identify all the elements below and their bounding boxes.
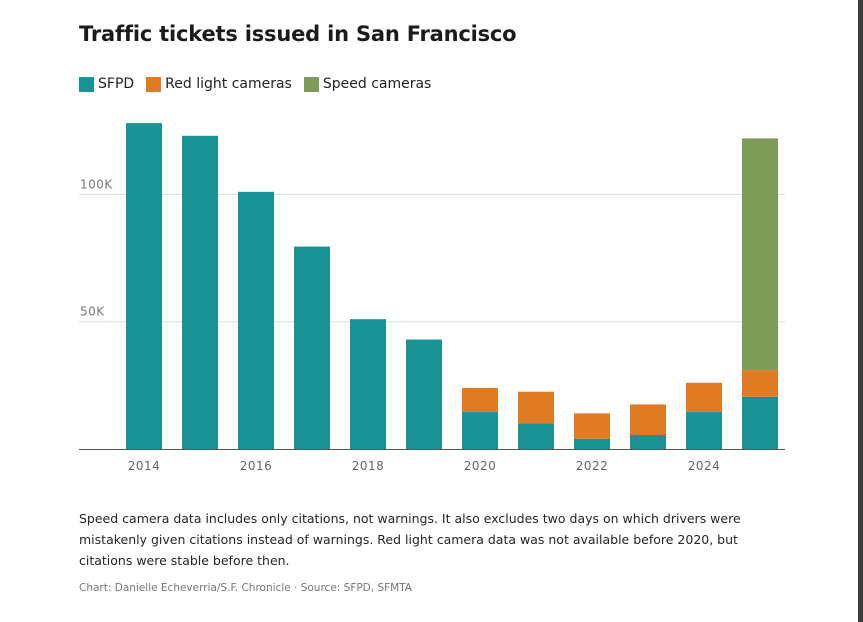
bar-2023-red-light-cameras xyxy=(630,404,666,435)
bar-2024-sfpd xyxy=(686,412,722,449)
bar-chart: 50K 100K 2014 2016 2018 2020 2022 2024 xyxy=(79,123,785,473)
legend-label-sfpd: SFPD xyxy=(98,76,135,92)
bar-2025-speed-cameras xyxy=(742,138,778,371)
legend-label-red-light: Red light cameras xyxy=(165,76,292,92)
bar-2023-sfpd xyxy=(630,434,666,449)
chart-title: Traffic tickets issued in San Francisco xyxy=(79,22,517,46)
legend-item-red-light: Red light cameras xyxy=(146,76,292,92)
legend-item-sfpd: SFPD xyxy=(79,76,134,92)
bar-2017-sfpd xyxy=(294,246,330,449)
bar-2021-red-light-cameras xyxy=(518,391,554,424)
bar-2022-sfpd xyxy=(574,438,610,449)
y-tick-label-50k: 50K xyxy=(80,305,105,319)
x-tick-label-2016: 2016 xyxy=(240,459,273,473)
bar-2025-red-light-cameras xyxy=(742,370,778,397)
bar-2018-sfpd xyxy=(350,319,386,449)
bar-2015-sfpd xyxy=(182,135,218,450)
bar-2022-red-light-cameras xyxy=(574,413,610,439)
chart-credit: Chart: Danielle Echeverria/S.F. Chronicl… xyxy=(79,582,412,594)
bar-2021-sfpd xyxy=(518,423,554,449)
x-tick-label-2014: 2014 xyxy=(128,459,161,473)
chart-legend: SFPD Red light cameras Speed cameras xyxy=(79,76,431,92)
bar-2020-sfpd xyxy=(462,412,498,449)
y-tick-label-100k: 100K xyxy=(80,177,113,191)
bar-2020-red-light-cameras xyxy=(462,387,498,413)
legend-swatch-speed xyxy=(303,76,319,92)
x-tick-label-2024: 2024 xyxy=(688,459,721,473)
window-edge xyxy=(858,0,863,622)
legend-swatch-red-light xyxy=(146,76,162,92)
bar-2016-sfpd xyxy=(238,191,274,450)
chart-note: Speed camera data includes only citation… xyxy=(79,511,741,568)
bar-2014-sfpd xyxy=(126,123,162,449)
x-tick-label-2018: 2018 xyxy=(352,459,385,473)
bar-2024-red-light-cameras xyxy=(686,382,722,413)
x-tick-label-2022: 2022 xyxy=(576,459,609,473)
legend-item-speed: Speed cameras xyxy=(303,76,432,92)
legend-label-speed: Speed cameras xyxy=(322,76,432,92)
bar-2025-sfpd xyxy=(742,396,778,449)
legend-swatch-sfpd xyxy=(79,76,94,92)
x-tick-label-2020: 2020 xyxy=(464,459,497,473)
bar-2019-sfpd xyxy=(406,339,442,449)
